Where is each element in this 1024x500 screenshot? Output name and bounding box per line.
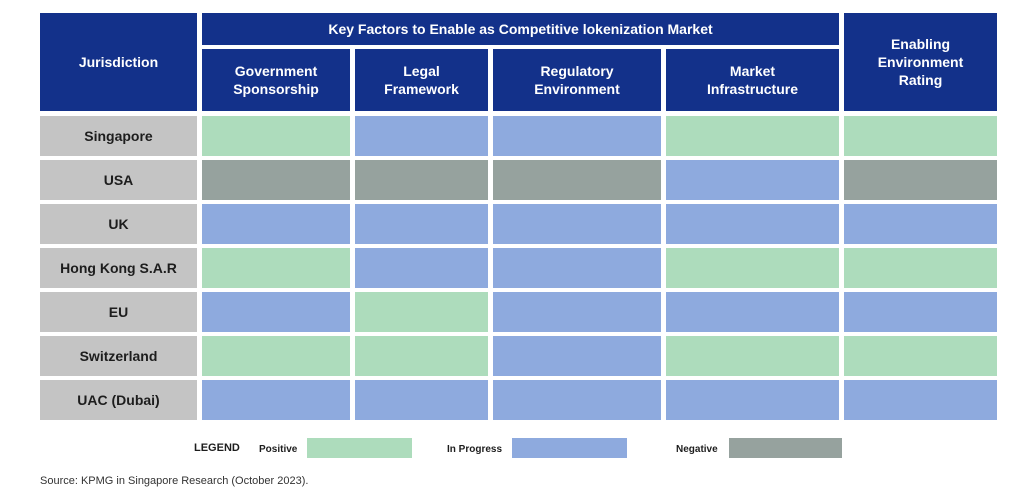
factor-cell — [493, 380, 661, 420]
factor-cell — [202, 292, 350, 332]
factor-cell — [202, 248, 350, 288]
factor-cell — [666, 248, 839, 288]
legend-label-positive: Positive — [259, 444, 298, 455]
rating-cell — [844, 160, 997, 200]
legend-swatch-in-progress — [512, 438, 627, 458]
factor-cell — [202, 380, 350, 420]
factor-cell — [202, 116, 350, 156]
factor-cell — [666, 336, 839, 376]
factor-cell — [355, 160, 488, 200]
legend-label-in-progress: In Progress — [447, 444, 503, 455]
factor-cell — [355, 336, 488, 376]
jurisdiction-header: Jurisdiction — [40, 13, 197, 111]
jurisdiction-cell: Switzerland — [40, 336, 197, 376]
factor-cell — [493, 116, 661, 156]
factor-cell — [355, 116, 488, 156]
factor-cell — [666, 204, 839, 244]
rating-cell — [844, 248, 997, 288]
factor-cell — [493, 204, 661, 244]
jurisdiction-cell: Singapore — [40, 116, 197, 156]
enabling-environment-rating-header: Enabling Environment Rating — [844, 13, 997, 111]
factor-cell — [202, 204, 350, 244]
factor-cell — [493, 292, 661, 332]
column-header-market-infrastructure: Market Infrastructure — [666, 49, 839, 111]
source-note: Source: KPMG in Singapore Research (Octo… — [40, 475, 309, 487]
legend-label-negative: Negative — [676, 444, 718, 455]
key-factors-header: Key Factors to Enable as Competitive lok… — [202, 13, 839, 45]
column-header-legal-framework: Legal Framework — [355, 49, 488, 111]
rating-cell — [844, 204, 997, 244]
column-header-regulatory-environment: Regulatory Environment — [493, 49, 661, 111]
factor-cell — [355, 380, 488, 420]
rating-cell — [844, 380, 997, 420]
factor-cell — [666, 160, 839, 200]
factor-cell — [202, 336, 350, 376]
rating-cell — [844, 116, 997, 156]
factor-cell — [666, 380, 839, 420]
factor-cell — [202, 160, 350, 200]
jurisdiction-cell: EU — [40, 292, 197, 332]
jurisdiction-cell: UK — [40, 204, 197, 244]
factor-cell — [493, 336, 661, 376]
factor-cell — [666, 116, 839, 156]
jurisdiction-cell: USA — [40, 160, 197, 200]
jurisdiction-cell: UAC (Dubai) — [40, 380, 197, 420]
factor-cell — [493, 248, 661, 288]
column-header-government-sponsorship: Government Sponsorship — [202, 49, 350, 111]
legend-swatch-positive — [307, 438, 412, 458]
legend-swatch-negative — [729, 438, 842, 458]
factor-cell — [493, 160, 661, 200]
factor-cell — [355, 292, 488, 332]
legend-title: LEGEND — [194, 442, 240, 454]
factor-cell — [355, 204, 488, 244]
factor-cell — [355, 248, 488, 288]
rating-cell — [844, 336, 997, 376]
rating-cell — [844, 292, 997, 332]
jurisdiction-cell: Hong Kong S.A.R — [40, 248, 197, 288]
factor-cell — [666, 292, 839, 332]
